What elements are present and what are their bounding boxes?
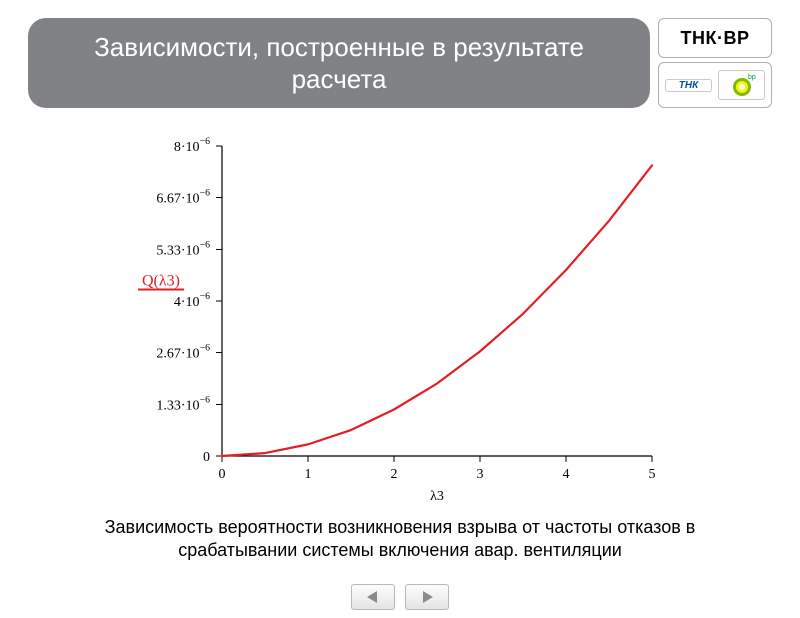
bp-logo: bp: [718, 70, 765, 100]
triangle-right-icon: [419, 590, 435, 604]
svg-text:4: 4: [563, 467, 570, 482]
nav-buttons: [0, 584, 800, 610]
svg-text:2: 2: [391, 467, 398, 482]
svg-text:3: 3: [477, 467, 484, 482]
svg-text:1.33·10−6: 1.33·10−6: [156, 394, 210, 413]
caption: Зависимость вероятности возникновения вз…: [0, 516, 800, 561]
svg-text:8·10−6: 8·10−6: [174, 136, 210, 155]
svg-text:5: 5: [649, 467, 656, 482]
svg-text:0: 0: [219, 467, 226, 482]
chart-svg: 0 1 2 3 4 5 0 1.33·10−6 2.67·10−6 4·10−6 5.33·10−6…: [130, 136, 670, 506]
next-button[interactable]: [405, 584, 449, 610]
svg-text:6.67·10−6: 6.67·10−6: [156, 188, 210, 207]
svg-text:bp: bp: [748, 74, 756, 81]
triangle-left-icon: [365, 590, 381, 604]
header: Зависимости, построенные в результате ра…: [28, 18, 772, 108]
svg-text:5.33·10−6: 5.33·10−6: [156, 239, 210, 258]
bp-sunburst-icon: bp: [728, 71, 756, 99]
title-pill: Зависимости, построенные в результате ра…: [28, 18, 650, 108]
logo-main-box: ТНК·ВР: [658, 18, 772, 58]
svg-text:1: 1: [305, 467, 312, 482]
prev-button[interactable]: [351, 584, 395, 610]
page-title: Зависимости, построенные в результате ра…: [58, 31, 620, 96]
svg-text:λ3: λ3: [430, 489, 444, 504]
svg-text:Q(λ3): Q(λ3): [142, 273, 180, 290]
svg-text:4·10−6: 4·10−6: [174, 291, 210, 310]
logo-column: ТНК·ВР ТНК bp: [658, 18, 772, 108]
svg-text:0: 0: [203, 450, 210, 465]
logo-secondary-box: ТНК bp: [658, 62, 772, 108]
svg-text:2.67·10−6: 2.67·10−6: [156, 343, 210, 362]
logo-main-text: ТНК·ВР: [681, 28, 750, 49]
tnk-logo: ТНК: [665, 79, 712, 92]
chart: 0 1 2 3 4 5 0 1.33·10−6 2.67·10−6 4·10−6 5.33·10−6…: [130, 136, 670, 506]
